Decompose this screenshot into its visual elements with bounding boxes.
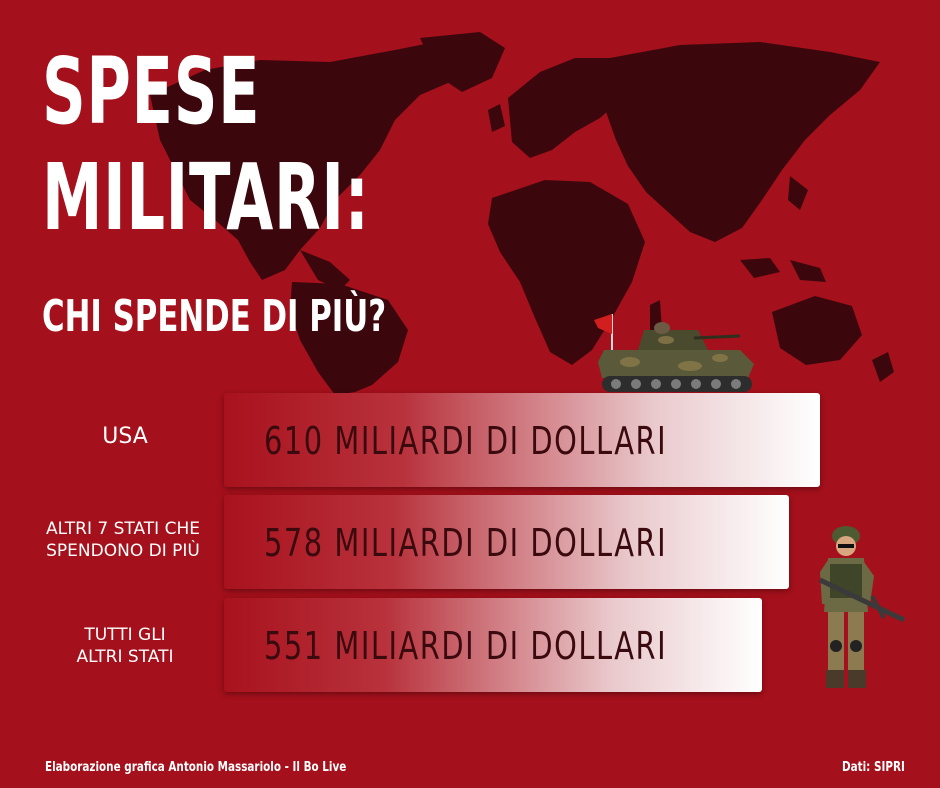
source-text: Dati: SIPRI xyxy=(842,760,905,775)
bar-usa: 610 MILIARDI DI DOLLARI xyxy=(224,393,820,487)
category-label-top7: ALTRI 7 STATI CHE SPENDONO DI PIÙ xyxy=(46,519,200,561)
category-label-others: TUTTI GLI ALTRI STATI xyxy=(76,625,174,667)
tank-illustration-icon xyxy=(594,314,754,392)
category-label-usa: USA xyxy=(102,424,148,449)
subtitle: CHI SPENDE DI PIÙ? xyxy=(42,291,387,342)
credit-text: Elaborazione grafica Antonio Massariolo … xyxy=(45,760,347,775)
bar-top7: 578 MILIARDI DI DOLLARI xyxy=(224,495,789,589)
bar-value-label-top7: 578 MILIARDI DI DOLLARI xyxy=(264,521,668,565)
bar-value-label-others: 551 MILIARDI DI DOLLARI xyxy=(264,624,668,668)
soldier-illustration-icon xyxy=(818,526,906,688)
title-line-2: MILITARI: xyxy=(42,144,370,251)
bar-value-label-usa: 610 MILIARDI DI DOLLARI xyxy=(264,419,668,463)
bar-others: 551 MILIARDI DI DOLLARI xyxy=(224,598,763,692)
title-line-1: SPESE xyxy=(42,38,261,145)
